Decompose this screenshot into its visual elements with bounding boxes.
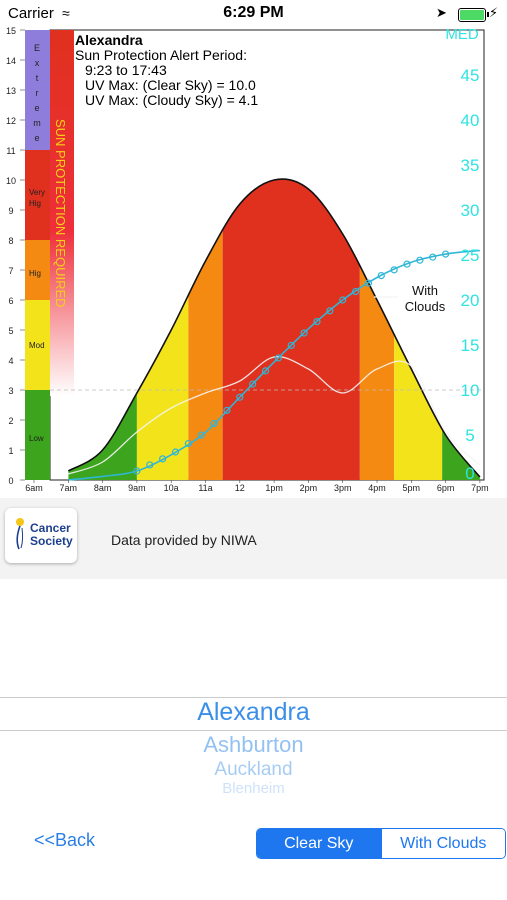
left-axis-tick: 7 [8,266,13,276]
time-axis-label: 2pm [300,483,318,493]
chart-info-text: UV Max: (Clear Sky) = 10.0 [85,77,256,93]
clock: 6:29 PM [0,4,507,22]
left-axis-tick: 8 [8,236,13,246]
data-credit: Data provided by NIWA [111,532,257,548]
with-clouds-label: Clouds [405,299,446,314]
left-axis-tick: 3 [8,386,13,396]
time-axis-label: 6am [25,483,43,493]
uv-level-label: m [33,118,41,128]
time-axis-label: 8am [94,483,112,493]
left-axis-tick: 10 [6,176,16,186]
left-axis-tick: 11 [6,146,15,156]
battery-icon [458,8,486,22]
left-axis-tick: 5 [8,326,13,336]
time-axis-label: 6pm [437,483,455,493]
right-axis-tick: 30 [461,201,480,220]
right-axis-tick: 0 [465,464,474,483]
daffodil-icon [13,516,27,550]
uv-chart: LowModHigVeryHigExtreme01234567891011121… [0,24,507,499]
time-axis-label: 4pm [368,483,386,493]
uv-level-label: Mod [29,341,45,350]
picker-item-selected[interactable]: Alexandra [0,698,507,727]
uv-level-label: r [36,88,39,98]
picker-item[interactable]: Auckland [0,759,507,781]
chart-info-text: UV Max: (Cloudy Sky) = 4.1 [85,92,258,108]
back-button[interactable]: <<Back [34,830,95,851]
time-axis-label: 7am [60,483,78,493]
location-arrow-icon: ➤ [436,5,447,21]
time-axis-label: 7pm [471,483,489,493]
uv-level-label: E [34,43,40,53]
picker-item[interactable]: Blenheim [0,780,507,794]
right-axis-tick: 35 [461,156,480,175]
left-axis-tick: 14 [6,56,16,66]
left-axis-tick: 9 [8,206,13,216]
uv-level-label: x [35,58,40,68]
right-axis-tick: 15 [461,336,480,355]
time-axis-label: 10a [164,483,179,493]
sun-protection-label: SUN PROTECTION REQUIRED [53,119,68,308]
picker-item[interactable]: Ashburton [0,732,507,758]
right-axis-tick: 5 [465,426,474,445]
chart-info-text: Sun Protection Alert Period: [75,47,247,63]
right-axis-tick: 20 [461,291,480,310]
segment-clear-sky[interactable]: Clear Sky [257,829,381,858]
time-axis-label: 1pm [265,483,283,493]
time-axis-label: 3pm [334,483,352,493]
with-clouds-label: With [412,283,438,298]
uv-level-label: Low [29,434,44,443]
location-picker[interactable]: Alexandra Ashburton Auckland Blenheim [0,697,507,797]
left-axis-tick: 6 [8,296,13,306]
left-axis-tick: 1 [8,446,13,456]
left-axis-tick: 15 [6,26,16,36]
uv-level-label: e [34,103,39,113]
time-axis-label: 9am [128,483,146,493]
time-axis-label: 12 [235,483,245,493]
left-axis-tick: 13 [6,86,16,96]
logo-line2: Society [30,535,73,548]
chart-info-text: Alexandra [75,32,143,48]
uv-level-label: e [34,133,39,143]
time-axis-label: 11a [198,483,212,493]
right-axis-tick: 45 [461,66,480,85]
left-axis-tick: 2 [8,416,13,426]
left-axis-tick: 4 [8,356,13,366]
uv-level-label: Very [29,188,45,197]
right-axis-tick: 10 [461,381,480,400]
chart-info-text: 9:23 to 17:43 [85,62,167,78]
picker-selection-line [0,730,507,731]
time-axis-label: 5pm [403,483,421,493]
med-axis-label: MED [445,26,479,43]
segment-with-clouds[interactable]: With Clouds [381,829,506,858]
uv-level-label: Hig [29,199,41,208]
right-axis-tick: 40 [461,111,480,130]
left-axis-tick: 0 [8,476,13,486]
right-axis-tick: 25 [461,246,480,265]
cancer-society-logo[interactable]: Cancer Society [5,508,77,563]
charging-icon: ⚡ [489,5,498,21]
left-axis-tick: 12 [6,116,16,126]
sky-segmented-control[interactable]: Clear Sky With Clouds [256,828,506,859]
uv-level-label: Hig [29,269,41,278]
